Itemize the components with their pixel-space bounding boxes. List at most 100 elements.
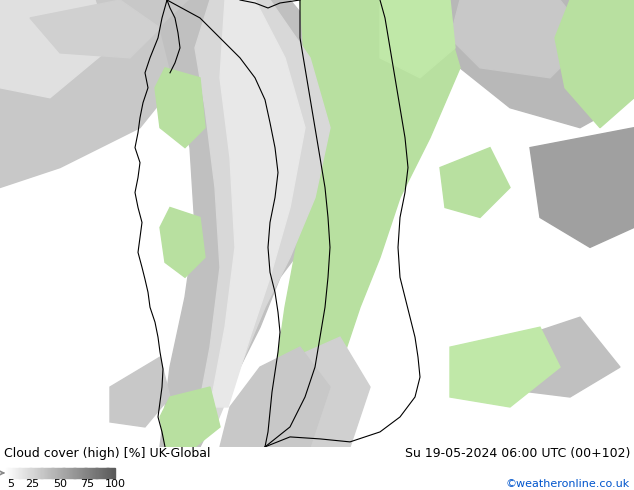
Bar <box>18 468 20 478</box>
Bar <box>15 468 16 478</box>
Bar <box>19 468 21 478</box>
Bar <box>23 468 24 478</box>
Polygon shape <box>160 0 350 447</box>
Bar <box>89 468 91 478</box>
Bar <box>16 468 17 478</box>
Bar <box>108 468 110 478</box>
Bar <box>13 468 14 478</box>
Bar <box>41 468 42 478</box>
Bar <box>39 468 41 478</box>
Bar <box>112 468 113 478</box>
Polygon shape <box>555 0 634 128</box>
Polygon shape <box>0 0 200 188</box>
Bar <box>5 468 6 478</box>
Bar <box>53 468 55 478</box>
Text: Cloud cover (high) [%] UK-Global: Cloud cover (high) [%] UK-Global <box>4 447 210 460</box>
Bar <box>72 468 74 478</box>
Bar <box>32 468 34 478</box>
Bar <box>59 468 60 478</box>
Text: 75: 75 <box>81 480 94 490</box>
Bar <box>71 468 72 478</box>
Polygon shape <box>250 337 370 447</box>
Bar <box>30 468 32 478</box>
Bar <box>56 468 58 478</box>
Bar <box>86 468 87 478</box>
Bar <box>36 468 37 478</box>
Bar <box>63 468 65 478</box>
Bar <box>23 468 25 478</box>
Polygon shape <box>210 0 305 407</box>
Bar <box>113 468 114 478</box>
Bar <box>114 468 115 478</box>
Polygon shape <box>160 207 205 277</box>
Bar <box>73 468 75 478</box>
Bar <box>27 468 29 478</box>
Polygon shape <box>30 0 160 58</box>
Polygon shape <box>450 0 590 78</box>
Bar <box>67 468 68 478</box>
Bar <box>44 468 46 478</box>
Bar <box>47 468 48 478</box>
Bar <box>56 468 57 478</box>
Bar <box>79 468 80 478</box>
Bar <box>32 468 33 478</box>
Polygon shape <box>490 317 620 397</box>
Bar <box>51 468 53 478</box>
Text: 25: 25 <box>25 480 39 490</box>
Bar <box>26 468 27 478</box>
Bar <box>37 468 38 478</box>
Bar <box>84 468 86 478</box>
Bar <box>44 468 45 478</box>
Bar <box>107 468 108 478</box>
Bar <box>25 468 26 478</box>
Bar <box>80 468 81 478</box>
Polygon shape <box>195 0 330 427</box>
Bar <box>17 468 18 478</box>
Bar <box>46 468 47 478</box>
Bar <box>110 468 111 478</box>
Bar <box>35 468 36 478</box>
Bar <box>100 468 101 478</box>
Bar <box>82 468 84 478</box>
Bar <box>48 468 49 478</box>
Text: 50: 50 <box>53 480 67 490</box>
Bar <box>38 468 39 478</box>
Bar <box>60 468 61 478</box>
Bar <box>93 468 94 478</box>
Text: ©weatheronline.co.uk: ©weatheronline.co.uk <box>506 479 630 489</box>
Bar <box>11 468 13 478</box>
Bar <box>107 468 108 478</box>
Bar <box>7 468 9 478</box>
Bar <box>61 468 63 478</box>
Bar <box>98 468 99 478</box>
Polygon shape <box>0 0 110 98</box>
Bar <box>11 468 12 478</box>
Bar <box>75 468 77 478</box>
Bar <box>83 468 84 478</box>
Bar <box>34 468 35 478</box>
Bar <box>58 468 59 478</box>
Bar <box>65 468 66 478</box>
Bar <box>81 468 82 478</box>
Polygon shape <box>450 327 560 407</box>
Bar <box>77 468 79 478</box>
Bar <box>62 468 63 478</box>
Bar <box>40 468 42 478</box>
Bar <box>110 468 112 478</box>
Bar <box>105 468 107 478</box>
Polygon shape <box>380 0 455 78</box>
Bar <box>52 468 54 478</box>
Polygon shape <box>270 0 460 447</box>
Text: Su 19-05-2024 06:00 UTC (00+102): Su 19-05-2024 06:00 UTC (00+102) <box>404 447 630 460</box>
Bar <box>70 468 71 478</box>
Bar <box>94 468 96 478</box>
Bar <box>91 468 92 478</box>
Bar <box>95 468 96 478</box>
Bar <box>6 468 8 478</box>
Polygon shape <box>440 147 510 218</box>
Polygon shape <box>160 387 220 447</box>
Bar <box>102 468 103 478</box>
Bar <box>22 468 23 478</box>
Bar <box>98 468 100 478</box>
Bar <box>42 468 44 478</box>
